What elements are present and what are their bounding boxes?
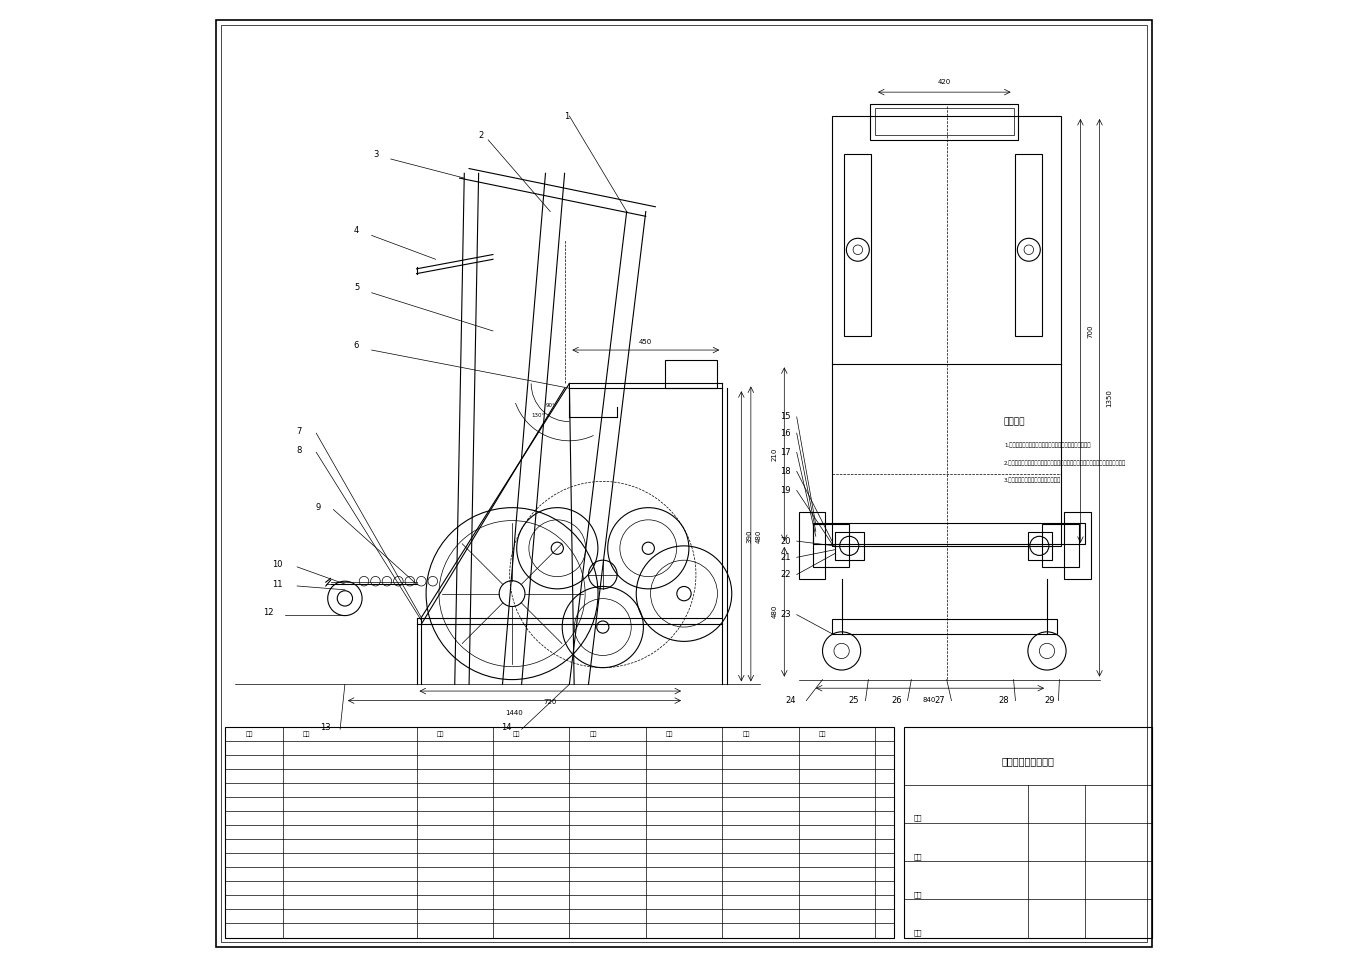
Text: 技术要求: 技术要求 <box>1004 417 1026 426</box>
Text: 9: 9 <box>316 503 321 513</box>
Bar <box>876 108 1014 135</box>
Text: 24: 24 <box>785 696 796 705</box>
Text: 11: 11 <box>272 580 283 588</box>
Text: 序号: 序号 <box>743 732 750 737</box>
Text: 29: 29 <box>1044 696 1055 705</box>
Text: 480: 480 <box>755 530 762 543</box>
Bar <box>799 513 825 580</box>
Text: 制图: 制图 <box>914 815 922 821</box>
Text: 19: 19 <box>781 486 791 495</box>
Text: 3.整车组装与各系部组装前需做总装。: 3.整车组装与各系部组装前需做总装。 <box>1004 477 1062 483</box>
Text: 名称: 名称 <box>819 732 826 737</box>
Bar <box>870 103 1018 140</box>
Text: 130°: 130° <box>531 413 544 418</box>
Bar <box>1042 524 1078 567</box>
Text: 720: 720 <box>543 698 557 705</box>
Text: 22: 22 <box>781 570 791 579</box>
Text: 材料: 材料 <box>590 732 596 737</box>
Text: 代号: 代号 <box>302 732 311 737</box>
Text: 390: 390 <box>746 530 752 543</box>
Text: 图号: 图号 <box>914 929 922 936</box>
Bar <box>1064 513 1090 580</box>
Text: 10: 10 <box>272 560 283 569</box>
Text: 480: 480 <box>772 605 777 619</box>
Text: 1440: 1440 <box>505 710 523 717</box>
Text: 4: 4 <box>354 226 360 235</box>
Bar <box>904 727 1152 938</box>
Text: 1.零部件材料、工艺要求参照本标准规格书制造安装图集。: 1.零部件材料、工艺要求参照本标准规格书制造安装图集。 <box>1004 443 1090 448</box>
Bar <box>834 532 863 560</box>
Text: 3: 3 <box>373 149 379 159</box>
Text: 18: 18 <box>780 467 791 476</box>
Text: 8: 8 <box>297 445 302 455</box>
Text: 6: 6 <box>354 341 360 350</box>
Text: 210: 210 <box>772 447 777 461</box>
Text: 27: 27 <box>934 696 945 705</box>
Text: 2: 2 <box>479 130 483 140</box>
Bar <box>832 116 1062 546</box>
Text: 7: 7 <box>297 426 302 436</box>
Text: 26: 26 <box>891 696 902 705</box>
Text: 材料: 材料 <box>914 853 922 859</box>
Text: 20: 20 <box>781 536 791 546</box>
Bar <box>1015 154 1042 335</box>
Text: 12: 12 <box>263 608 274 617</box>
Bar <box>665 359 717 388</box>
Text: 数量: 数量 <box>513 732 521 737</box>
Text: 450: 450 <box>639 339 653 345</box>
Text: 14: 14 <box>502 723 512 732</box>
Text: 13: 13 <box>320 723 331 732</box>
Text: 1350: 1350 <box>1107 389 1112 407</box>
Text: 2.由于当前一套图已将制图点心的结构件结构全部提供，单位及表达信息点出去和，: 2.由于当前一套图已将制图点心的结构件结构全部提供，单位及表达信息点出去和， <box>1004 460 1126 466</box>
Text: 21: 21 <box>781 553 791 561</box>
Bar <box>1027 532 1052 560</box>
Text: 840: 840 <box>923 696 936 703</box>
Text: 名称: 名称 <box>436 732 445 737</box>
Bar <box>832 620 1056 634</box>
Bar <box>844 154 871 335</box>
Text: 17: 17 <box>780 447 791 457</box>
Bar <box>813 524 850 567</box>
Text: 15: 15 <box>781 412 791 422</box>
Text: 备注: 备注 <box>666 732 673 737</box>
Text: 25: 25 <box>848 696 859 705</box>
Text: 电动助力爬楼梯轮椅: 电动助力爬楼梯轮椅 <box>1001 756 1055 765</box>
Text: 16: 16 <box>780 428 791 438</box>
Text: 比例: 比例 <box>914 891 922 898</box>
Text: 90°: 90° <box>546 403 555 408</box>
Bar <box>226 727 895 938</box>
Text: 420: 420 <box>937 80 951 85</box>
Text: 序号: 序号 <box>246 732 253 737</box>
Text: 700: 700 <box>1088 324 1093 337</box>
Text: 5: 5 <box>354 284 360 292</box>
Text: 23: 23 <box>780 610 791 619</box>
Text: 1: 1 <box>564 111 569 121</box>
Bar <box>813 523 1085 544</box>
Text: 28: 28 <box>999 696 1008 705</box>
